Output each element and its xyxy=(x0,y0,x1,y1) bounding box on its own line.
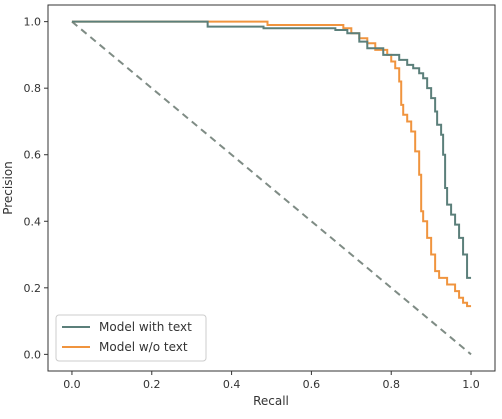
x-tick-label: 0.0 xyxy=(63,378,81,391)
y-tick-label: 0.8 xyxy=(24,82,42,95)
legend: Model with text Model w/o text xyxy=(55,314,207,362)
series-line-model-with-text xyxy=(71,20,472,279)
x-tick-label: 0.4 xyxy=(223,378,241,391)
y-tick-label: 0.0 xyxy=(24,348,42,361)
y-tick-label: 1.0 xyxy=(24,16,42,29)
x-tick-label: 0.8 xyxy=(382,378,400,391)
x-axis-label: Recall xyxy=(253,394,289,408)
y-tick-label: 0.6 xyxy=(24,149,42,162)
plot-frame xyxy=(47,4,496,372)
y-axis-label: Precision xyxy=(1,161,15,215)
y-tick-label: 0.2 xyxy=(24,282,42,295)
x-tick-label: 0.2 xyxy=(143,378,161,391)
legend-label-model-with-text: Model with text xyxy=(99,320,192,334)
legend-label-model-without-text: Model w/o text xyxy=(99,340,188,354)
x-tick-label: 0.6 xyxy=(303,378,321,391)
y-tick-label: 0.4 xyxy=(24,215,42,228)
axis-ticks: 0.0 0.2 0.4 0.6 0.8 1.0 0.0 0.2 0.4 0.6 0.8 1.0 xyxy=(24,16,480,391)
x-tick-label: 1.0 xyxy=(462,378,480,391)
legend-box xyxy=(55,314,207,362)
series-line-diagonal-baseline xyxy=(71,20,472,356)
series-lines xyxy=(71,20,472,356)
series-line-model-w-o-text xyxy=(71,20,472,308)
